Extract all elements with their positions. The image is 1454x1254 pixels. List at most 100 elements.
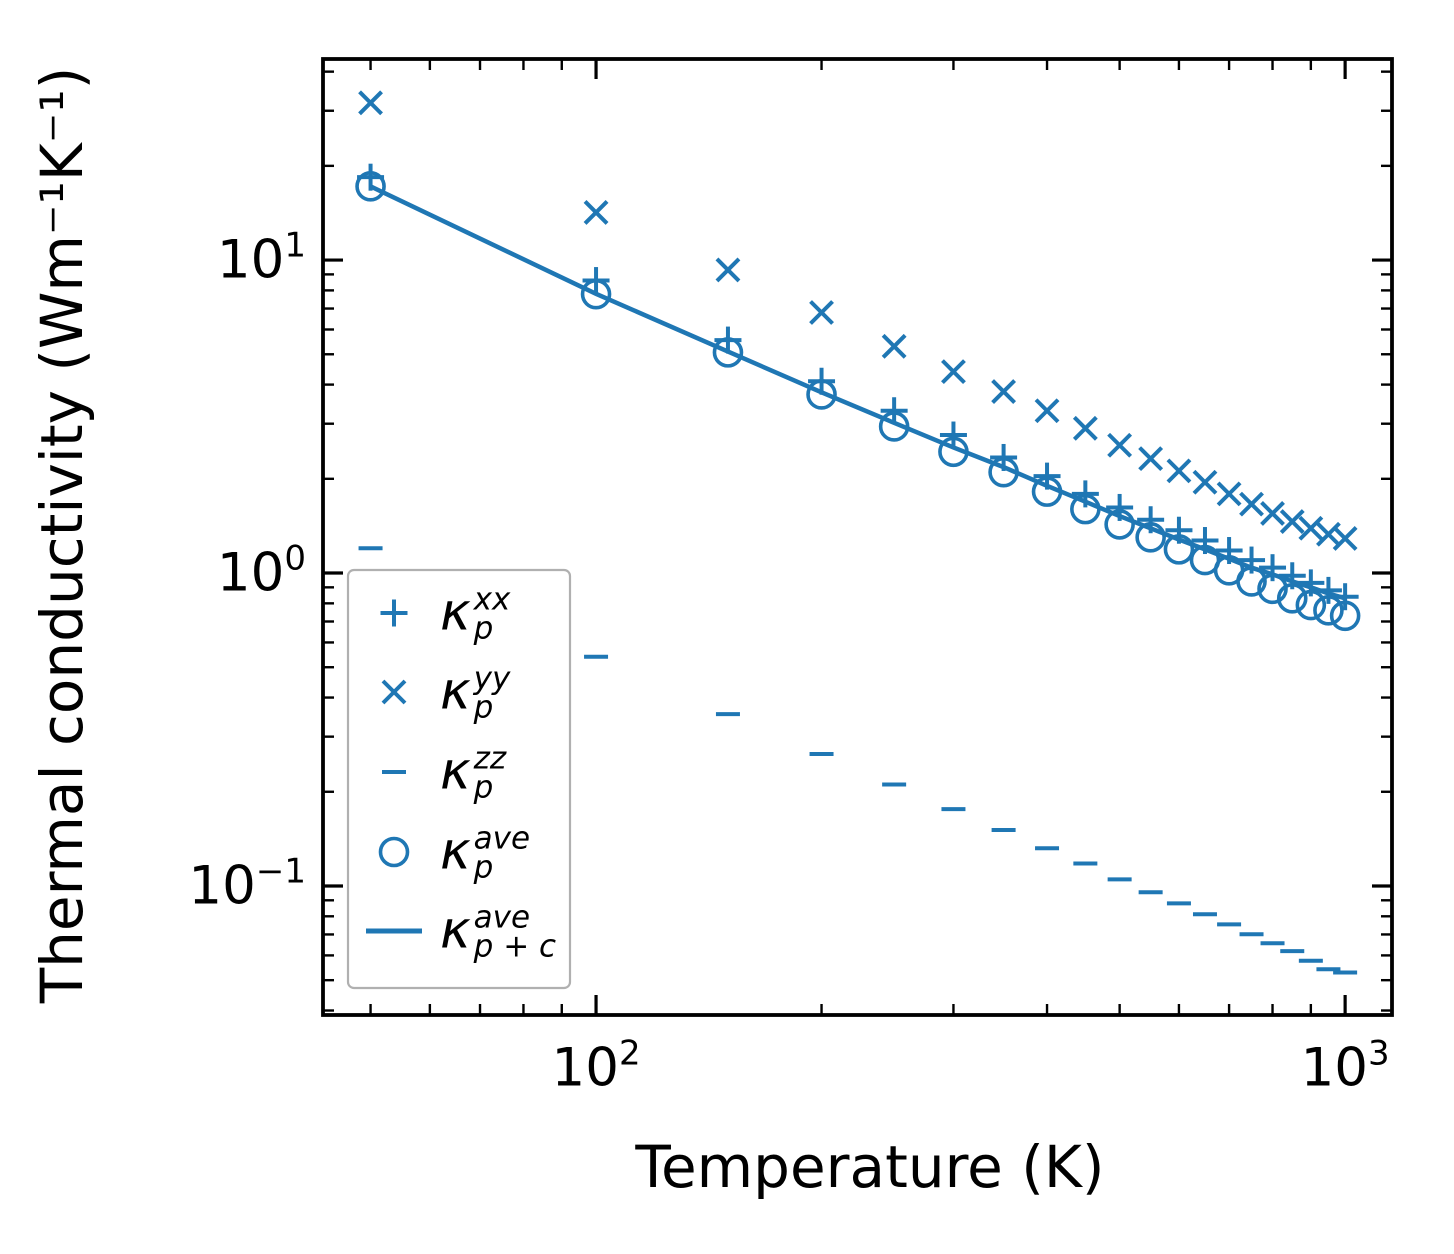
marker-x: [1166, 458, 1192, 484]
kappa-subscript: p + c: [473, 928, 557, 964]
kappa-symbol: κ: [440, 661, 471, 722]
x-d2: [715, 257, 741, 283]
x-tick-label: 102: [552, 1037, 641, 1095]
axes-frame: [321, 57, 1394, 1017]
kappa-subscript: p: [473, 610, 494, 646]
kappa-superscript: ave: [473, 820, 531, 857]
tick-label-exponent: 3: [1368, 1033, 1390, 1074]
tick-label-base: 10: [1300, 1037, 1369, 1099]
marker-x: [381, 679, 407, 705]
kappa-sub-sup-stack: zz p: [473, 740, 507, 805]
x-d2: [881, 333, 907, 359]
marker-circle: [1163, 534, 1195, 565]
kappa-sub-sup-stack: ave p + c: [473, 899, 557, 964]
kappa-symbol: κ: [440, 582, 471, 643]
y-tick-label: 100: [126, 542, 306, 600]
marker-x: [1192, 469, 1218, 495]
x-d2: [1107, 432, 1133, 458]
marker-x: [1034, 398, 1060, 424]
marker-x: [358, 90, 383, 116]
x-d2: [941, 359, 966, 385]
marker-circle: [1104, 509, 1135, 540]
marker-circle: [806, 379, 837, 410]
marker-x: [1260, 501, 1285, 526]
marker-x: [1107, 432, 1133, 458]
tick-label-base: 10: [551, 1037, 619, 1099]
x-d2: [1216, 481, 1242, 507]
series-line: [369, 184, 1346, 601]
marker-circle: [1329, 600, 1361, 632]
marker-x: [991, 379, 1017, 404]
kappa-superscript: ave: [473, 899, 531, 936]
marker-circle: [355, 171, 386, 202]
series-kappa-p-xx: [357, 163, 1359, 611]
marker-circle: [1313, 595, 1344, 626]
x-d2: [1279, 509, 1305, 534]
kappa-subscript: p: [473, 689, 494, 725]
x-d2: [358, 90, 383, 116]
kappa-subscript: p: [473, 769, 494, 805]
y-axis-label: Thermal conductivity (Wm⁻¹K⁻¹): [28, 66, 96, 1004]
marker-x: [1279, 509, 1305, 534]
marker-x: [1072, 415, 1098, 441]
x-d2: [1072, 415, 1098, 441]
x-axis-label: Temperature (K): [635, 1133, 1105, 1201]
x-d2: [809, 300, 834, 325]
x-d2: [1298, 515, 1324, 541]
series-kappa-p-ave: [355, 171, 1361, 632]
marker-x: [1298, 515, 1324, 541]
series-kappa-p-yy: [358, 90, 1358, 551]
x-d2: [991, 379, 1017, 404]
x-d2: [583, 199, 609, 225]
legend-item-kappa-p-plus-c-ave: κ ave p + c: [440, 899, 557, 964]
kappa-superscript: xx: [473, 581, 511, 618]
series-kappa-p-zz: [358, 546, 1358, 975]
tick-label-exponent: 0: [284, 538, 306, 579]
kappa-sub-sup-stack: yy p: [473, 660, 511, 725]
marker-plus: [939, 421, 967, 449]
legend-box: [346, 568, 572, 990]
marker-circle: [378, 836, 410, 868]
kappa-symbol: κ: [440, 900, 471, 961]
tick-label-exponent: −1: [255, 851, 306, 892]
tick-label-exponent: 1: [284, 225, 306, 266]
kappa-symbol: κ: [440, 821, 471, 882]
marker-circle: [1276, 583, 1308, 614]
marker-circle: [580, 278, 612, 310]
legend-frame: [346, 568, 572, 990]
kappa-superscript: yy: [473, 660, 511, 697]
plot-spines: [321, 57, 1394, 1017]
marker-circle: [1295, 589, 1327, 621]
x-d2: [1260, 501, 1285, 526]
kappa-symbol: κ: [440, 741, 471, 802]
x-d2: [1166, 458, 1192, 484]
marker-x: [715, 257, 741, 283]
legend-item-kappa-p-ave: κ ave p: [440, 820, 531, 882]
kappa-superscript: zz: [473, 740, 507, 777]
x-d2: [381, 679, 407, 705]
marker-x: [809, 300, 834, 325]
x-d2: [1192, 469, 1218, 495]
marker-x: [1316, 521, 1341, 547]
legend-item-kappa-p-zz: κ zz p: [440, 740, 507, 805]
marker-circle: [1135, 522, 1166, 553]
marker-x: [881, 333, 907, 359]
y-tick-label: 101: [126, 229, 306, 287]
kappa-sub-sup-stack: xx p: [473, 581, 511, 646]
marker-x: [1138, 446, 1164, 472]
marker-x: [1239, 491, 1264, 517]
marker-x: [941, 359, 966, 385]
x-d2: [1138, 446, 1164, 472]
series-kappa-p-plus-c-ave: [369, 184, 1346, 601]
marker-plus: [380, 599, 408, 627]
tick-label-base: 10: [216, 229, 285, 291]
legend-item-kappa-p-xx: κ xx p: [440, 581, 511, 646]
data-series: [355, 90, 1361, 975]
x-d2: [1034, 398, 1060, 424]
tick-label-base: 10: [188, 855, 256, 917]
marker-x: [583, 199, 609, 225]
x-tick-label: 103: [1301, 1037, 1390, 1095]
x-d2: [1239, 491, 1264, 517]
